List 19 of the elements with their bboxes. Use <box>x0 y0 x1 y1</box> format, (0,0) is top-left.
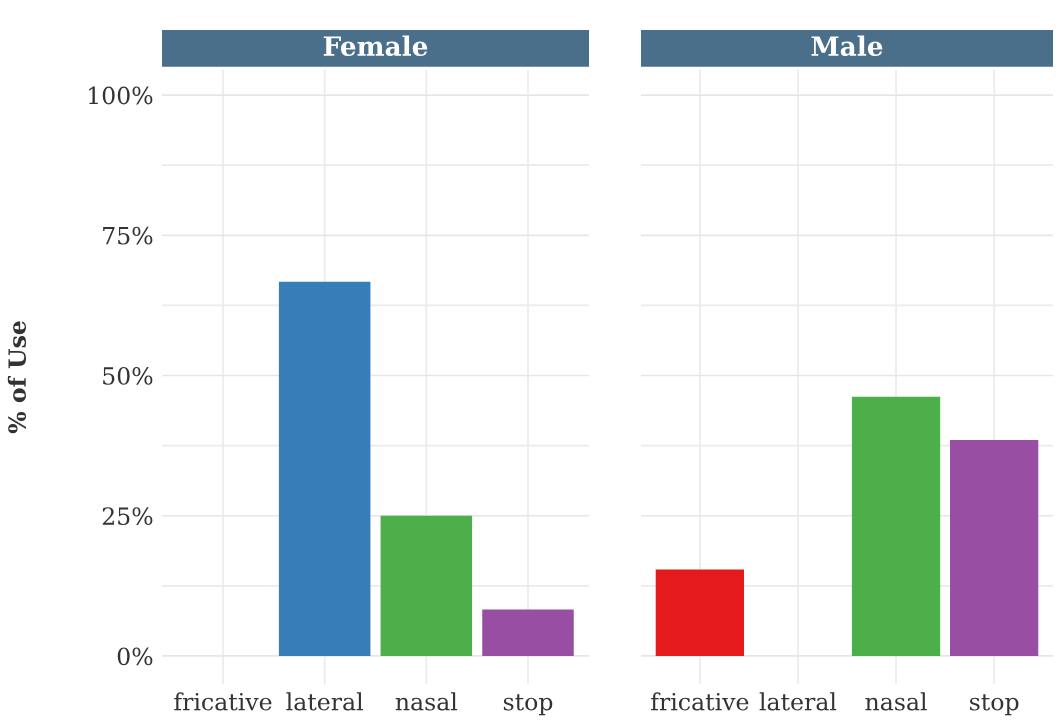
chart-title: Male <box>811 35 883 56</box>
bar <box>380 515 473 656</box>
bar <box>278 281 371 656</box>
x-tick-label: stop <box>503 694 553 716</box>
x-tick-label: nasal <box>395 692 458 711</box>
chart-title: Female <box>323 35 428 56</box>
x-tick-label: fricative <box>651 692 749 711</box>
y-tick-label: 0% <box>117 647 153 666</box>
x-tick-label: nasal <box>865 692 927 711</box>
x-tick-label: stop <box>970 694 1019 716</box>
bar <box>482 609 574 656</box>
y-tick-label: 50% <box>103 366 153 385</box>
y-axis-title: % of Use <box>7 321 27 434</box>
y-tick-label: 100% <box>89 86 153 105</box>
y-tick-label: 25% <box>102 507 153 526</box>
x-tick-label: lateral <box>759 692 837 711</box>
x-tick-label: fricative <box>174 692 272 711</box>
x-tick-label: lateral <box>286 692 363 711</box>
y-tick-label: 75% <box>103 226 153 245</box>
